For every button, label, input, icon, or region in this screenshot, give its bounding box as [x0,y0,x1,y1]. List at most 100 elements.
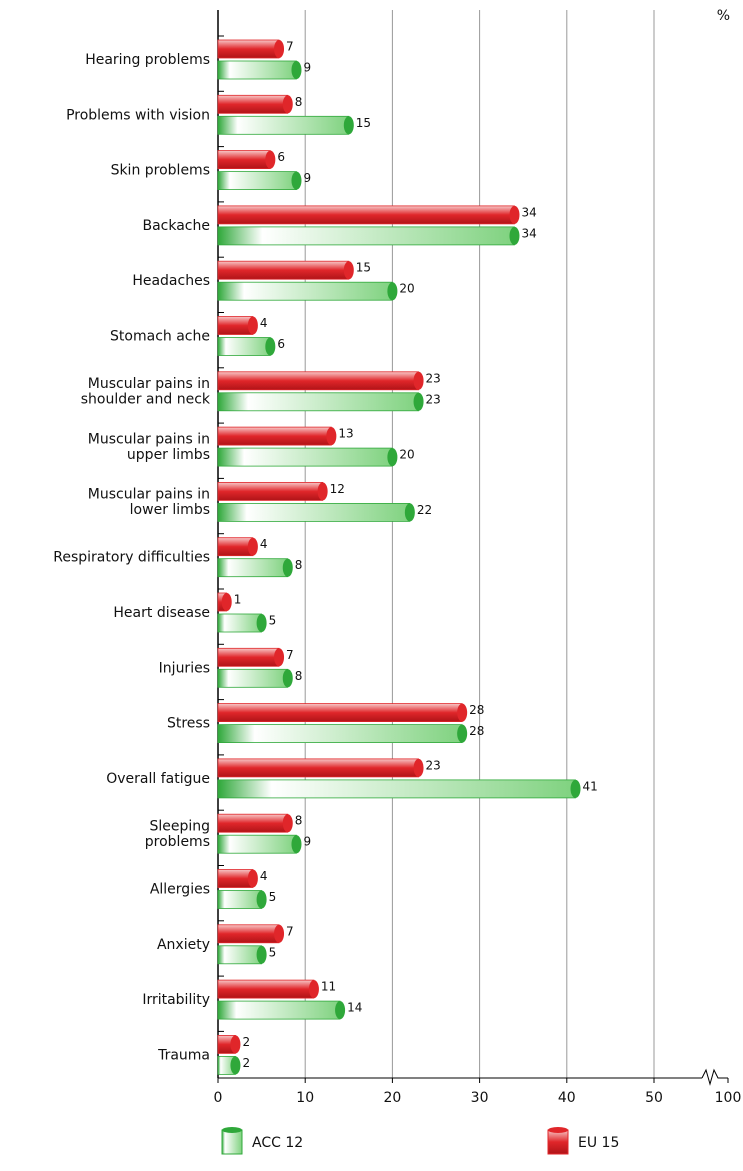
bar-cap [282,558,293,577]
bar [217,945,262,965]
value-label: 23 [426,392,441,406]
bar [217,758,419,778]
bar-cap [308,980,319,999]
y-tick-label: Irritability [142,992,210,1008]
bar [217,890,262,909]
x-tick-label: 40 [558,1090,576,1106]
unit-label: % [717,8,730,24]
value-label: 2 [242,1056,250,1070]
bar-cap [291,835,302,854]
y-tick-label: Muscular pains in lower limbs [88,487,210,518]
y-tick-label: Respiratory difficulties [53,550,210,566]
y-tick-label: Overall fatigue [106,771,210,787]
y-tick-label: Headaches [132,273,210,289]
value-label: 2 [242,1035,250,1049]
bar [217,316,254,335]
bar-cap [282,814,293,833]
value-label: 6 [277,337,285,351]
value-label: 8 [295,95,303,109]
bar [217,260,350,280]
value-label: 9 [303,171,311,185]
x-tick-label: 100 [715,1090,742,1106]
value-label: 20 [399,282,414,296]
bar-cap [457,724,468,743]
x-tick-label: 10 [296,1090,314,1106]
bar [217,668,289,688]
bar [217,94,289,114]
bar-cap [509,205,520,224]
bar-cap [256,890,267,909]
bar-cap [247,316,258,335]
y-tick-label: Stress [167,716,210,732]
axis-break [701,1068,728,1086]
y-tick-label: Allergies [150,882,210,898]
bar [217,979,315,999]
y-tick-label: Stomach ache [110,329,210,345]
bar [217,1000,341,1020]
bar-cap [387,448,398,467]
bar-cap [265,150,276,169]
bar-cap [221,593,232,611]
bar [217,281,393,301]
bar-cap [404,503,415,522]
value-label: 5 [269,945,277,959]
legend-swatch [547,1129,569,1155]
value-label: 6 [277,150,285,164]
bar [217,115,350,135]
bar [217,779,576,799]
bar [217,647,280,667]
bar [217,481,324,501]
bar-cap [230,1056,241,1075]
value-label: 11 [321,980,336,994]
bar-cap [274,924,285,943]
value-label: 15 [356,261,371,275]
y-tick-label: Sleeping problems [145,819,210,850]
legend-swatch-cap [222,1127,242,1133]
bar-cap [413,758,424,777]
legend: EU 15 ACC 12 [221,1127,619,1155]
bar-cap [291,171,302,190]
value-label: 41 [583,779,598,793]
y-tick-label: Problems with vision [66,107,210,123]
x-tick-label: 0 [214,1090,223,1106]
value-label: 8 [295,814,303,828]
bar-cap [326,427,337,446]
legend-label: EU 15 [578,1135,619,1151]
bar [217,171,297,191]
value-label: 7 [286,924,294,938]
bar-cap [256,945,267,964]
bar-cap [247,869,258,888]
y-tick-label: Injuries [159,660,210,676]
value-label: 13 [338,427,353,441]
bar-cap [230,1035,241,1054]
bar [217,834,297,854]
bar-cap [413,371,424,390]
y-tick-label: Anxiety [157,937,210,953]
bar-cap [509,226,520,245]
x-tick-label: 20 [383,1090,401,1106]
bar [217,703,463,722]
bar [217,205,515,225]
bar-cap [265,337,276,356]
value-label: 12 [330,482,345,496]
bar-cap [317,482,328,501]
value-label: 28 [469,724,484,738]
bar [217,337,271,356]
value-label: 8 [295,558,303,572]
bar-cap [282,95,293,114]
bar [217,869,254,888]
legend-swatch [221,1129,243,1155]
value-label: 1 [234,593,242,607]
legend-swatch-cap [548,1127,568,1133]
bar-cap [256,614,267,632]
value-label: 34 [521,205,536,219]
value-label: 4 [260,316,268,330]
value-label: 5 [269,614,277,628]
bar-cap [247,537,258,556]
bar [217,226,515,246]
bar-cap [570,779,581,798]
value-label: 22 [417,503,432,517]
y-tick-label: Skin problems [111,163,210,179]
bar [217,537,254,557]
bar [217,392,419,412]
